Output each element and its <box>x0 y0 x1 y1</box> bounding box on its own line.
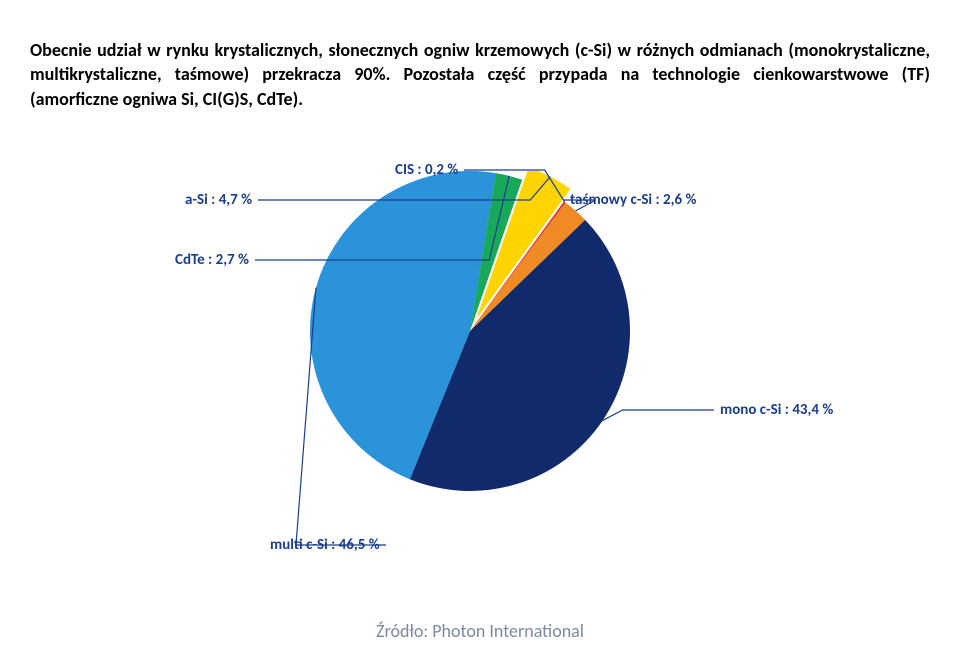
intro-paragraph: Obecnie udział w rynku krystalicznych, s… <box>30 38 930 111</box>
pie-svg <box>310 171 630 491</box>
source-text: Źródło: Photon International <box>0 620 960 642</box>
slice-label-CdTe: CdTe : 2,7 % <box>175 251 249 269</box>
slice-label-a-Si: a-Si : 4,7 % <box>185 191 252 209</box>
slice-label-mono-c-Si: mono c-Si : 43,4 % <box>720 401 833 419</box>
slice-label-taśmowy-c-Si: taśmowy c-Si : 2,6 % <box>570 191 696 209</box>
slice-label-multi-c-Si: multi c-Si : 46,5 % <box>270 536 380 554</box>
slice-label-CIS: CIS : 0,2 % <box>395 161 458 179</box>
pie-chart: mono c-Si : 43,4 % multi c-Si : 46,5 % CdT… <box>30 121 930 571</box>
